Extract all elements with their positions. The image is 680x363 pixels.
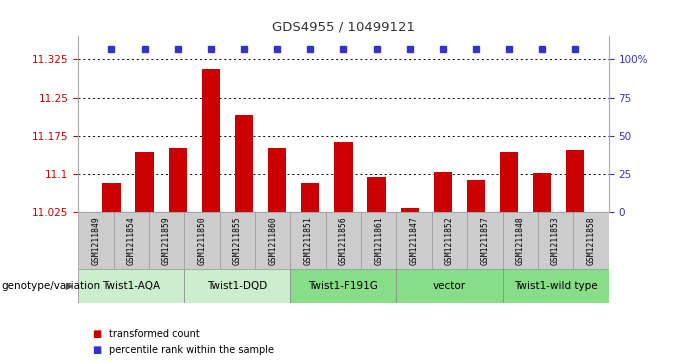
Bar xyxy=(290,269,396,303)
Text: GSM1211854: GSM1211854 xyxy=(126,216,136,265)
Bar xyxy=(184,269,290,303)
Bar xyxy=(78,269,184,303)
Bar xyxy=(401,208,419,212)
Text: GSM1211853: GSM1211853 xyxy=(551,216,560,265)
Bar xyxy=(361,212,396,269)
Bar xyxy=(396,269,503,303)
Text: GSM1211847: GSM1211847 xyxy=(409,216,419,265)
Bar xyxy=(102,183,120,212)
Bar xyxy=(169,147,187,212)
Text: Twist1-DQD: Twist1-DQD xyxy=(207,281,267,291)
Bar xyxy=(503,269,609,303)
Text: GSM1211855: GSM1211855 xyxy=(233,216,242,265)
Bar xyxy=(503,212,538,269)
Text: GSM1211860: GSM1211860 xyxy=(268,216,277,265)
Bar xyxy=(467,212,503,269)
Bar xyxy=(335,142,352,212)
Bar xyxy=(220,212,255,269)
Text: percentile rank within the sample: percentile rank within the sample xyxy=(109,345,274,355)
Text: GSM1211850: GSM1211850 xyxy=(197,216,207,265)
Bar xyxy=(114,212,149,269)
Title: GDS4955 / 10499121: GDS4955 / 10499121 xyxy=(272,21,415,34)
Text: GSM1211858: GSM1211858 xyxy=(586,216,596,265)
Bar xyxy=(290,212,326,269)
Bar xyxy=(235,115,253,212)
Text: GSM1211857: GSM1211857 xyxy=(480,216,490,265)
Bar xyxy=(432,212,467,269)
Bar xyxy=(326,212,361,269)
Text: Twist1-AQA: Twist1-AQA xyxy=(102,281,160,291)
Bar xyxy=(467,180,485,212)
Bar xyxy=(202,69,220,212)
Text: ■: ■ xyxy=(92,345,101,355)
Bar xyxy=(367,177,386,212)
Bar xyxy=(255,212,290,269)
Text: GSM1211848: GSM1211848 xyxy=(515,216,525,265)
Bar xyxy=(78,212,114,269)
Bar xyxy=(573,212,609,269)
Bar xyxy=(149,212,184,269)
Text: genotype/variation: genotype/variation xyxy=(1,281,101,291)
Bar xyxy=(396,212,432,269)
Text: vector: vector xyxy=(433,281,466,291)
Text: ▶: ▶ xyxy=(66,281,73,291)
Text: Twist1-F191G: Twist1-F191G xyxy=(309,281,378,291)
Bar xyxy=(434,172,452,212)
Text: ■: ■ xyxy=(92,329,101,339)
Text: GSM1211849: GSM1211849 xyxy=(91,216,101,265)
Text: GSM1211851: GSM1211851 xyxy=(303,216,313,265)
Bar xyxy=(301,183,320,212)
Bar xyxy=(184,212,220,269)
Text: GSM1211856: GSM1211856 xyxy=(339,216,348,265)
Text: GSM1211859: GSM1211859 xyxy=(162,216,171,265)
Text: GSM1211861: GSM1211861 xyxy=(374,216,384,265)
Text: GSM1211852: GSM1211852 xyxy=(445,216,454,265)
Bar xyxy=(268,147,286,212)
Bar xyxy=(538,212,573,269)
Text: Twist1-wild type: Twist1-wild type xyxy=(514,281,597,291)
Text: transformed count: transformed count xyxy=(109,329,199,339)
Bar xyxy=(500,152,518,212)
Bar xyxy=(135,152,154,212)
Bar xyxy=(566,150,585,212)
Bar xyxy=(533,172,551,212)
